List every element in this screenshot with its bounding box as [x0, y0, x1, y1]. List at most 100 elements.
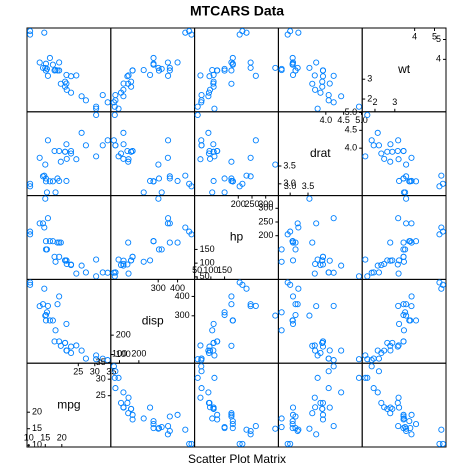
tick-label: 15 [32, 423, 42, 433]
point [182, 224, 189, 231]
point [44, 215, 51, 222]
point [165, 215, 172, 222]
point [395, 156, 402, 163]
point [120, 80, 127, 87]
point [278, 65, 285, 72]
point [306, 64, 313, 71]
point [125, 72, 132, 79]
point [400, 258, 407, 265]
point [236, 440, 243, 447]
point [155, 64, 162, 71]
point [211, 153, 218, 160]
point [165, 137, 172, 144]
point [52, 258, 59, 265]
point [319, 343, 327, 350]
point [387, 239, 394, 246]
point [228, 411, 235, 418]
point [197, 394, 204, 401]
point [120, 404, 127, 411]
point [140, 415, 147, 422]
point [287, 228, 294, 235]
point [278, 258, 285, 265]
point [115, 153, 122, 160]
tick-label: 2 [372, 97, 377, 107]
point [412, 317, 420, 324]
point [395, 270, 402, 277]
point [164, 431, 171, 438]
point [229, 418, 236, 425]
point [41, 29, 48, 36]
point [312, 260, 319, 268]
point [214, 67, 221, 74]
point [36, 303, 43, 310]
point [439, 180, 446, 187]
point [330, 99, 337, 106]
point [389, 148, 396, 155]
point [338, 93, 345, 100]
point [124, 147, 131, 155]
point [27, 231, 34, 238]
point [252, 423, 259, 430]
point [221, 311, 228, 319]
point [294, 301, 301, 308]
point [147, 71, 154, 78]
tick-label: 2 [367, 93, 372, 103]
point [400, 416, 407, 423]
point [289, 59, 297, 66]
point [166, 67, 173, 74]
point [214, 416, 221, 423]
point [165, 423, 172, 430]
point [278, 424, 285, 431]
point [27, 228, 34, 235]
point [62, 148, 69, 155]
point [408, 431, 415, 438]
point [330, 363, 337, 370]
tick-label: 250 [244, 199, 259, 209]
point [289, 421, 296, 428]
point [289, 320, 297, 327]
point [27, 180, 34, 187]
point [93, 356, 100, 363]
point [73, 72, 80, 79]
point [46, 238, 53, 245]
point [211, 105, 218, 112]
point [198, 368, 205, 375]
point [93, 273, 100, 280]
point [412, 421, 420, 428]
point [43, 189, 50, 196]
point [63, 80, 70, 87]
point [120, 155, 127, 162]
point [198, 137, 205, 144]
point [112, 92, 119, 99]
point [51, 253, 58, 260]
point [319, 67, 327, 74]
point [67, 261, 75, 268]
point [198, 385, 205, 392]
point [44, 72, 51, 79]
point [325, 92, 332, 99]
point [158, 424, 165, 431]
point [56, 147, 63, 155]
point [400, 411, 407, 418]
point [115, 256, 122, 263]
point [155, 175, 163, 182]
point [210, 141, 217, 148]
point [408, 303, 415, 310]
point [313, 59, 320, 66]
point [214, 411, 221, 418]
point [229, 60, 236, 67]
point [402, 189, 409, 196]
point [239, 440, 246, 447]
chart-title: MTCARS Data [190, 3, 284, 19]
point [381, 404, 388, 411]
point [247, 173, 254, 180]
point [51, 147, 58, 155]
point [155, 161, 162, 168]
point [120, 86, 127, 93]
tick-label: 30 [90, 367, 100, 377]
point [166, 413, 173, 420]
variable-name: disp [142, 313, 164, 327]
point [51, 338, 58, 345]
point [43, 309, 50, 316]
point [82, 97, 89, 104]
